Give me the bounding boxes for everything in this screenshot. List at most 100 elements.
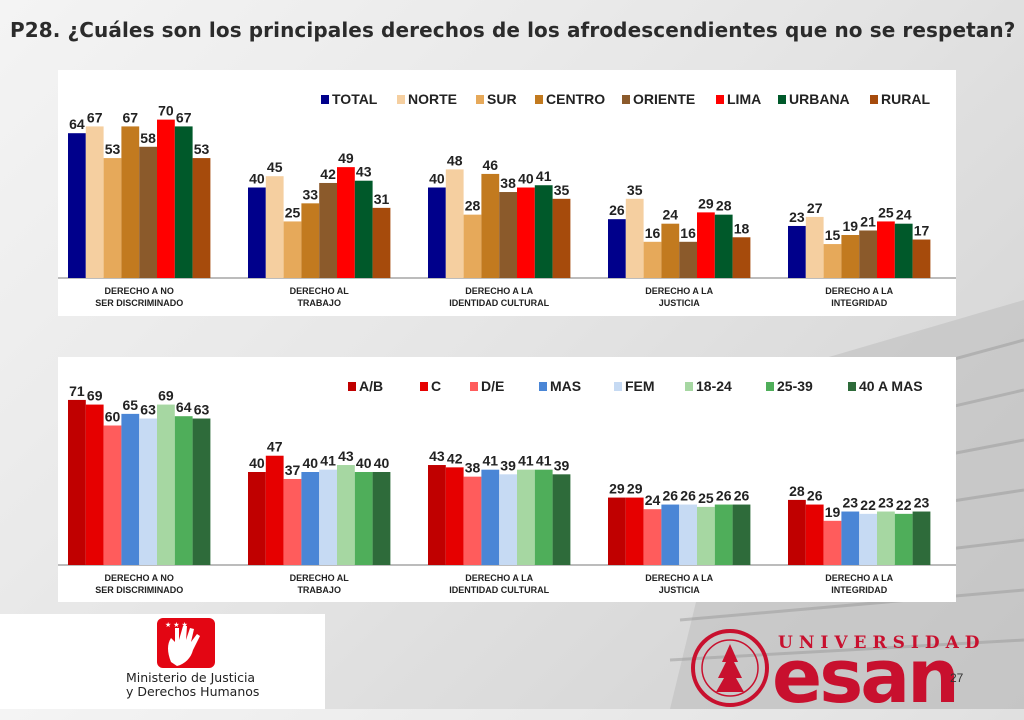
- data-label: 64: [176, 399, 192, 415]
- bar-40-a-mas-2: [372, 472, 391, 565]
- svg-text:★ ★ ★: ★ ★ ★: [165, 621, 188, 629]
- bar-norte-3: [445, 169, 464, 278]
- legend-swatch: [397, 95, 405, 104]
- data-label: 40: [429, 171, 445, 187]
- data-label: 28: [716, 198, 732, 214]
- category-label: JUSTICIA: [659, 298, 701, 308]
- esan-university-text: UNIVERSIDAD: [778, 633, 986, 653]
- legend-entry: 18-24: [696, 378, 732, 394]
- bar-40-a-mas-5: [912, 511, 931, 565]
- legend-entry: CENTRO: [546, 91, 605, 107]
- data-label: 39: [500, 457, 516, 473]
- data-label: 53: [194, 141, 210, 157]
- data-label: 26: [734, 488, 750, 504]
- data-label: 23: [914, 495, 930, 511]
- data-label: 42: [447, 450, 463, 466]
- bar-d-e-5: [823, 520, 842, 565]
- legend-swatch: [870, 95, 878, 104]
- category-label: DERECHO A LA: [465, 573, 533, 583]
- category-label: SER DISCRIMINADO: [95, 585, 183, 595]
- data-label: 18: [734, 220, 750, 236]
- bar-c-2: [265, 455, 284, 565]
- legend-swatch: [848, 382, 856, 391]
- legend-entry: MAS: [550, 378, 581, 394]
- bar-urbana-5: [894, 223, 913, 278]
- category-label: IDENTIDAD CULTURAL: [449, 298, 549, 308]
- data-label: 60: [105, 409, 121, 425]
- bar-norte-5: [805, 216, 824, 278]
- category-label: IDENTIDAD CULTURAL: [449, 585, 549, 595]
- data-label: 26: [680, 488, 696, 504]
- bar-centro-1: [121, 126, 140, 278]
- bar-norte-1: [85, 126, 104, 278]
- chart-panel-demographic: 71 40 43 29 28 69 47 42 29 26 60 37 38 24 19 65 40 41 26 23…: [58, 357, 956, 602]
- data-label: 16: [645, 225, 661, 241]
- bar-18-24-4: [697, 506, 715, 565]
- data-label: 63: [140, 402, 156, 418]
- data-label: 40: [249, 455, 265, 471]
- esan-seal-icon: [691, 629, 769, 707]
- bar-mas-2: [301, 472, 320, 565]
- data-label: 41: [536, 168, 552, 184]
- bar-40-a-mas-3: [552, 474, 571, 565]
- bar-fem-3: [499, 474, 517, 565]
- bar-25-39-2: [354, 472, 373, 565]
- category-label: TRABAJO: [297, 298, 341, 308]
- data-label: 26: [716, 488, 732, 504]
- data-label: 28: [789, 483, 805, 499]
- bar-oriente-5: [859, 230, 877, 278]
- data-label: 23: [789, 209, 805, 225]
- bar-oriente-4: [679, 241, 697, 278]
- data-label: 29: [627, 481, 643, 497]
- category-label: DERECHO A NO: [105, 573, 174, 583]
- data-label: 63: [194, 402, 210, 418]
- category-label: DERECHO A LA: [465, 286, 533, 296]
- data-label: 38: [465, 460, 481, 476]
- bar-a-b-5: [788, 499, 806, 565]
- bar-total-2: [248, 187, 266, 278]
- category-label: JUSTICIA: [659, 585, 701, 595]
- bar-centro-4: [661, 223, 680, 278]
- bar-total-3: [428, 187, 446, 278]
- bar-mas-5: [841, 511, 860, 565]
- category-label: INTEGRIDAD: [831, 585, 888, 595]
- data-label: 37: [285, 462, 301, 478]
- minjus-name: Ministerio de Justicia y Derechos Humano…: [126, 671, 259, 699]
- category-label: DERECHO A LA: [645, 286, 713, 296]
- page-number: 27: [950, 671, 964, 685]
- data-label: 48: [447, 152, 463, 168]
- bar-centro-5: [841, 235, 860, 278]
- data-label: 69: [87, 388, 103, 404]
- bar-25-39-1: [174, 416, 193, 565]
- category-label: INTEGRIDAD: [831, 298, 888, 308]
- data-label: 67: [87, 109, 103, 125]
- data-label: 41: [518, 453, 534, 469]
- data-label: 25: [285, 204, 301, 220]
- bar-d-e-3: [463, 476, 482, 565]
- legend-entry: TOTAL: [332, 91, 378, 107]
- category-label: DERECHO AL: [290, 573, 350, 583]
- bar-c-1: [85, 404, 104, 565]
- data-label: 33: [303, 186, 319, 202]
- bar-rural-1: [192, 158, 211, 278]
- bar-lima-2: [337, 167, 355, 278]
- legend-swatch: [766, 382, 774, 391]
- data-label: 67: [123, 109, 139, 125]
- data-label: 70: [158, 103, 174, 119]
- bar-18-24-5: [877, 511, 895, 565]
- legend-swatch: [622, 95, 630, 104]
- data-label: 26: [807, 488, 823, 504]
- data-label: 40: [356, 455, 372, 471]
- data-label: 53: [105, 141, 121, 157]
- data-label: 42: [320, 166, 336, 182]
- bar-oriente-1: [139, 146, 157, 278]
- data-label: 17: [914, 223, 930, 239]
- data-label: 35: [554, 182, 570, 198]
- data-label: 69: [158, 388, 174, 404]
- data-label: 28: [465, 198, 481, 214]
- data-label: 41: [536, 453, 552, 469]
- data-label: 43: [429, 448, 445, 464]
- bar-total-4: [608, 219, 626, 278]
- data-label: 41: [320, 453, 336, 469]
- legend-entry: 25-39: [777, 378, 813, 394]
